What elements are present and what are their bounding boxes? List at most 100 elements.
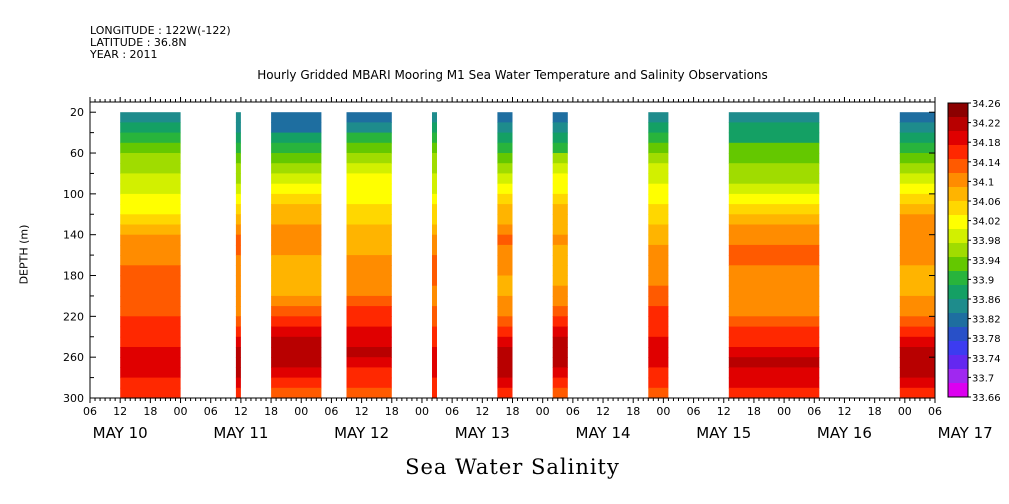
x-hour-tick-label: 06 xyxy=(566,405,580,418)
heatmap-cell xyxy=(497,357,513,368)
x-day-label: MAY 12 xyxy=(334,424,389,442)
heatmap-cell xyxy=(648,265,669,277)
heatmap-cell xyxy=(120,173,181,185)
x-hour-tick-label: 00 xyxy=(174,405,188,418)
heatmap-cell xyxy=(497,224,513,236)
heatmap-cell xyxy=(235,285,241,297)
heatmap-cell xyxy=(648,316,669,328)
heatmap-cell xyxy=(552,387,568,399)
x-hour-tick-label: 18 xyxy=(868,405,882,418)
heatmap-cell xyxy=(497,163,513,174)
heatmap-cell xyxy=(235,255,241,266)
heatmap-cell xyxy=(432,214,437,226)
heatmap-cell xyxy=(648,224,669,236)
heatmap-cell xyxy=(899,193,935,205)
colorbar-label: 33.86 xyxy=(972,295,1001,306)
colorbar-label: 34.06 xyxy=(972,197,1001,208)
heatmap-cell xyxy=(271,306,322,317)
heatmap-cell xyxy=(648,285,669,297)
heatmap-cell xyxy=(432,316,437,328)
colorbar-swatch xyxy=(948,341,968,356)
heatmap-cell xyxy=(120,367,181,379)
heatmap-cell xyxy=(899,357,935,368)
heatmap-cell xyxy=(120,336,181,348)
colorbar-swatch xyxy=(948,369,968,384)
colorbar-label: 33.9 xyxy=(972,275,994,286)
heatmap-cell xyxy=(235,112,241,123)
heatmap-cell xyxy=(271,336,322,348)
x-hour-tick-label: 18 xyxy=(143,405,157,418)
heatmap-cell xyxy=(120,275,181,287)
heatmap-cell xyxy=(497,142,513,154)
heatmap-cell xyxy=(346,295,392,307)
colorbar-swatch xyxy=(948,173,968,188)
heatmap-cell xyxy=(346,224,392,236)
heatmap-cell xyxy=(552,183,568,195)
heatmap-cell xyxy=(552,316,568,328)
heatmap-cell xyxy=(497,244,513,256)
heatmap-cell xyxy=(120,316,181,328)
heatmap-cell xyxy=(432,183,437,195)
heatmap-cell xyxy=(432,193,437,205)
x-day-label: MAY 11 xyxy=(213,424,268,442)
heatmap-cell xyxy=(346,214,392,226)
heatmap-cell xyxy=(120,357,181,368)
heatmap-cell xyxy=(552,224,568,236)
x-hour-tick-label: 06 xyxy=(807,405,821,418)
heatmap-cell xyxy=(648,367,669,379)
colorbar-label: 33.78 xyxy=(972,334,1001,345)
heatmap-cell xyxy=(120,204,181,215)
heatmap-cell xyxy=(728,142,820,154)
heatmap-cell xyxy=(120,265,181,277)
heatmap-cell xyxy=(235,387,241,399)
heatmap-cell xyxy=(899,142,935,154)
heatmap-cell xyxy=(432,234,437,246)
x-hour-tick-label: 00 xyxy=(777,405,791,418)
heatmap-cell xyxy=(271,265,322,277)
heatmap-cell xyxy=(120,214,181,226)
heatmap-cell xyxy=(899,387,935,399)
heatmap-cell xyxy=(120,255,181,266)
heatmap-cell xyxy=(552,153,568,164)
heatmap-cell xyxy=(120,142,181,154)
heatmap-cell xyxy=(432,306,437,317)
x-hour-tick-label: 12 xyxy=(113,405,127,418)
x-hour-tick-label: 12 xyxy=(475,405,489,418)
heatmap-cell xyxy=(497,285,513,297)
heatmap-cell xyxy=(271,326,322,338)
heatmap-cell xyxy=(648,244,669,256)
heatmap-cell xyxy=(899,367,935,379)
heatmap-cell xyxy=(346,326,392,338)
heatmap-cell xyxy=(899,173,935,185)
heatmap-cell xyxy=(432,336,437,348)
heatmap-cell xyxy=(346,204,392,215)
heatmap-cell xyxy=(728,316,820,328)
heatmap-cell xyxy=(497,204,513,215)
heatmap-cell xyxy=(120,347,181,358)
heatmap-cell xyxy=(728,204,820,215)
heatmap-cell xyxy=(432,112,437,123)
colorbar-swatch xyxy=(948,145,968,160)
heatmap-cell xyxy=(497,316,513,328)
heatmap-cell xyxy=(552,306,568,317)
heatmap-cell xyxy=(432,367,437,379)
year-label: YEAR : 2011 xyxy=(90,48,158,61)
colorbar-label: 34.14 xyxy=(972,158,1001,169)
heatmap-cell xyxy=(648,295,669,307)
heatmap-cell xyxy=(271,183,322,195)
colorbar-swatch xyxy=(948,215,968,230)
heatmap-cell xyxy=(271,193,322,205)
heatmap-cell xyxy=(728,193,820,205)
heatmap-cell xyxy=(346,387,392,399)
heatmap-cell xyxy=(497,326,513,338)
heatmap-cell xyxy=(648,377,669,389)
heatmap-cell xyxy=(120,132,181,144)
colorbar-swatch xyxy=(948,327,968,342)
x-day-label: MAY 16 xyxy=(817,424,872,442)
heatmap-cell xyxy=(271,357,322,368)
heatmap-cell xyxy=(235,153,241,164)
y-tick-label: 100 xyxy=(63,188,84,201)
heatmap-cell xyxy=(235,183,241,195)
colorbar-swatch xyxy=(948,285,968,300)
heatmap-cell xyxy=(235,347,241,358)
